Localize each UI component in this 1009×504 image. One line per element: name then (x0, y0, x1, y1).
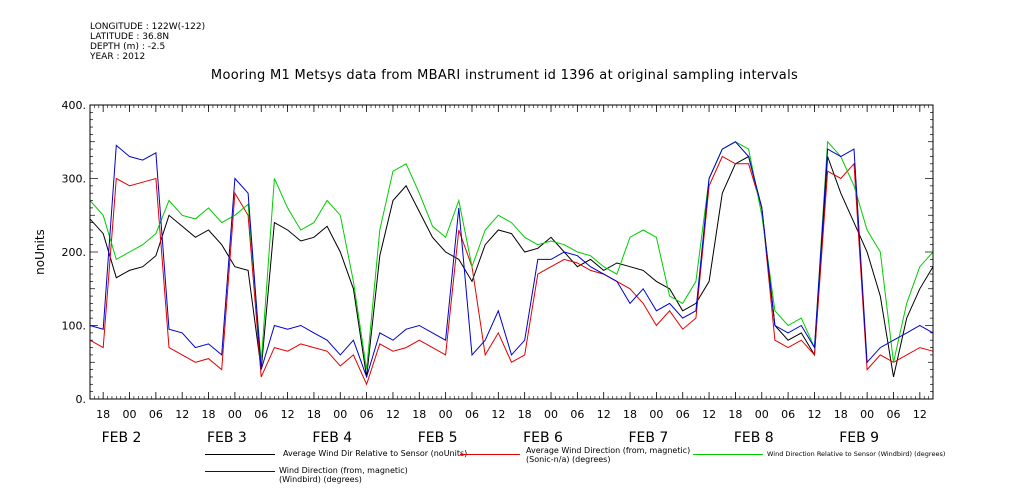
legend-swatch-green (693, 454, 763, 455)
series-line-3 (89, 141, 934, 379)
x-tick-label: 06 (781, 408, 795, 421)
x-tick-label: 06 (149, 408, 163, 421)
x-tick-label: 06 (676, 408, 690, 421)
x-tick-label: 18 (412, 408, 426, 421)
x-day-label: FEB 9 (839, 430, 879, 446)
plot-frame (89, 104, 934, 400)
y-tick-label: 400. (62, 99, 87, 112)
x-day-label: FEB 5 (418, 430, 458, 446)
series-line-2 (89, 140, 934, 370)
x-tick-label: 12 (913, 408, 927, 421)
x-tick-label: 18 (834, 408, 848, 421)
x-day-label: FEB 4 (312, 430, 352, 446)
x-tick-label: 18 (307, 408, 321, 421)
x-tick-label: 12 (807, 408, 821, 421)
x-tick-label: 06 (570, 408, 584, 421)
x-tick-label: 06 (254, 408, 268, 421)
x-tick-label: 00 (755, 408, 769, 421)
x-tick-label: 00 (860, 408, 874, 421)
series-line-0 (89, 155, 934, 378)
x-tick-label: 18 (518, 408, 532, 421)
legend-swatch-red (460, 454, 520, 455)
x-tick-label: 18 (728, 408, 742, 421)
legend-label-rel-windbird: Wind Direction Relative to Sensor (Windb… (767, 450, 946, 458)
legend-label-avg-rel: Average Wind Dir Relative to Sensor (noU… (283, 449, 468, 458)
series-line-1 (89, 155, 934, 386)
x-day-label: FEB 2 (102, 430, 142, 446)
legend-label-avg-mag: Average Wind Direction (from, magnetic) … (526, 446, 691, 464)
x-tick-label: 06 (465, 408, 479, 421)
x-tick-label: 12 (281, 408, 295, 421)
year-text: YEAR : 2012 (90, 52, 146, 62)
x-tick-label: 18 (623, 408, 637, 421)
x-tick-label: 06 (360, 408, 374, 421)
x-day-label: FEB 7 (628, 430, 668, 446)
x-tick-label: 12 (597, 408, 611, 421)
y-tick-label: 100. (62, 320, 87, 333)
x-tick-label: 00 (649, 408, 663, 421)
x-day-label: FEB 6 (523, 430, 563, 446)
x-tick-label: 06 (886, 408, 900, 421)
x-day-label: FEB 8 (734, 430, 774, 446)
legend-swatch-blue (205, 471, 275, 472)
y-tick-label: 300. (62, 173, 87, 186)
legend-swatch-black (205, 454, 275, 455)
x-tick-label: 12 (175, 408, 189, 421)
x-tick-label: 00 (544, 408, 558, 421)
y-axis-label: noUnits (33, 229, 47, 275)
x-tick-label: 12 (702, 408, 716, 421)
y-tick-label: 200. (62, 246, 87, 259)
x-tick-label: 18 (96, 408, 110, 421)
x-tick-label: 00 (439, 408, 453, 421)
depth-text: DEPTH (m) : -2.5 (90, 42, 166, 52)
x-tick-label: 00 (333, 408, 347, 421)
x-tick-label: 00 (123, 408, 137, 421)
latitude-text: LATITUDE : 36.8N (90, 32, 170, 42)
x-tick-label: 12 (491, 408, 505, 421)
metadata-block: LONGITUDE : 122W(-122) LATITUDE : 36.8N … (90, 22, 205, 62)
longitude-text: LONGITUDE : 122W(-122) (90, 22, 206, 32)
x-day-label: FEB 3 (207, 430, 247, 446)
legend-label-mag-windbird: Wind Direction (from, magnetic) (Windbir… (279, 466, 408, 484)
x-tick-label: 12 (386, 408, 400, 421)
chart-title: Mooring M1 Metsys data from MBARI instru… (210, 68, 799, 83)
x-tick-label: 18 (202, 408, 216, 421)
y-tick-label: 0. (76, 393, 87, 406)
x-tick-label: 00 (228, 408, 242, 421)
